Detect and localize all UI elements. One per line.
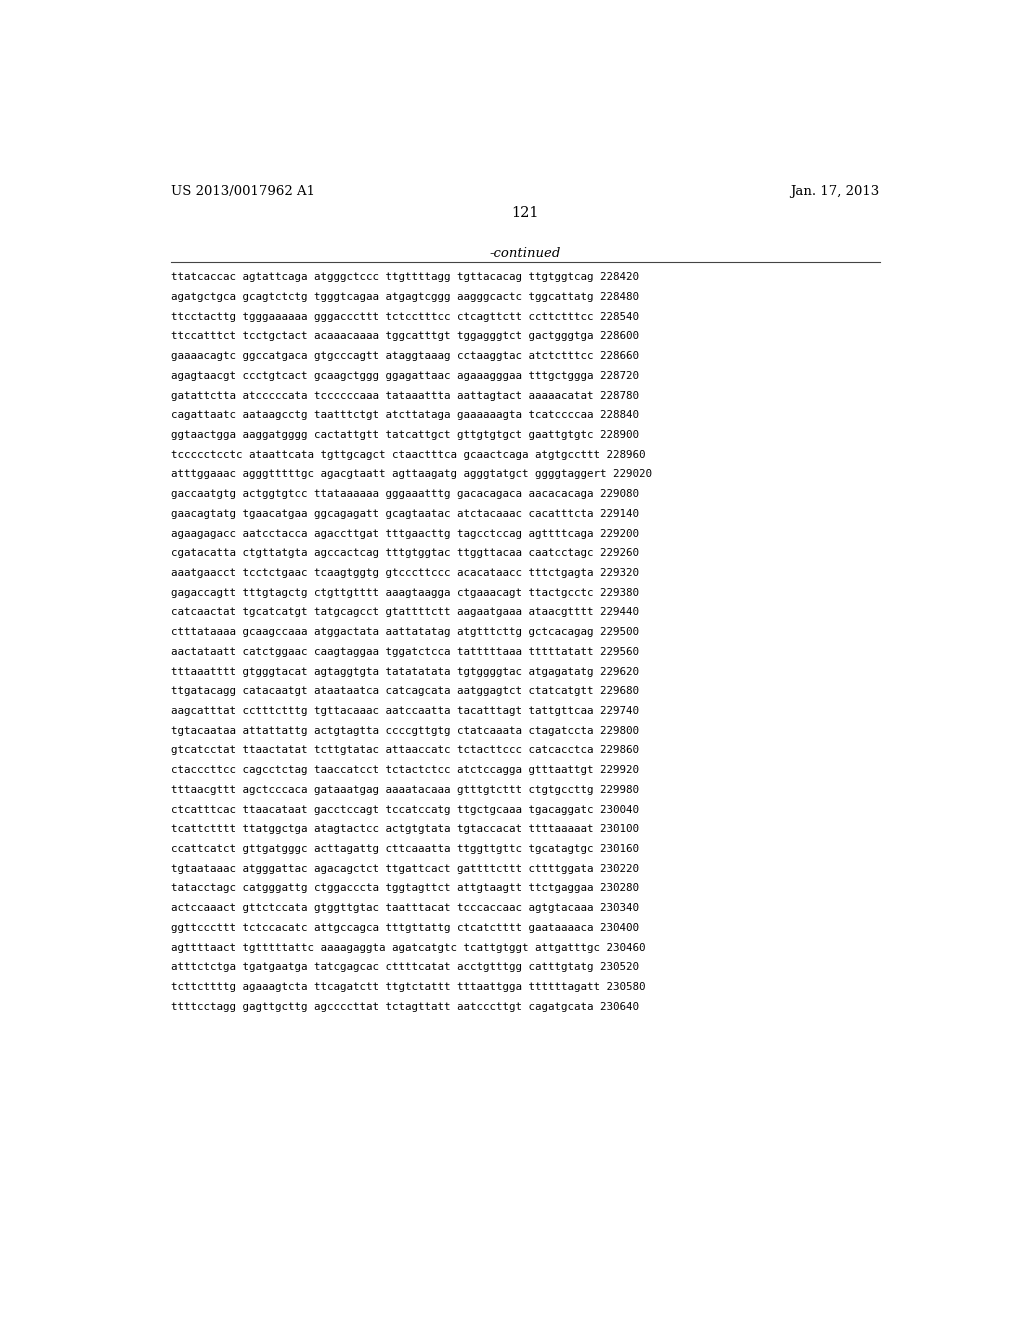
Text: tcttcttttg agaaagtcta ttcagatctt ttgtctattt tttaattgga ttttttagatt 230580: tcttcttttg agaaagtcta ttcagatctt ttgtcta… (171, 982, 645, 993)
Text: ttccatttct tcctgctact acaaacaaaa tggcatttgt tggagggtct gactgggtga 228600: ttccatttct tcctgctact acaaacaaaa tggcatt… (171, 331, 639, 342)
Text: tccccctcctc ataattcata tgttgcagct ctaactttca gcaactcaga atgtgccttt 228960: tccccctcctc ataattcata tgttgcagct ctaact… (171, 450, 645, 459)
Text: cgatacatta ctgttatgta agccactcag tttgtggtac ttggttacaa caatcctagc 229260: cgatacatta ctgttatgta agccactcag tttgtgg… (171, 548, 639, 558)
Text: tgtacaataa attattattg actgtagtta ccccgttgtg ctatcaaata ctagatccta 229800: tgtacaataa attattattg actgtagtta ccccgtt… (171, 726, 639, 735)
Text: agagtaacgt ccctgtcact gcaagctggg ggagattaac agaaagggaa tttgctggga 228720: agagtaacgt ccctgtcact gcaagctggg ggagatt… (171, 371, 639, 381)
Text: ggttcccttt tctccacatc attgccagca tttgttattg ctcatctttt gaataaaaca 230400: ggttcccttt tctccacatc attgccagca tttgtta… (171, 923, 639, 933)
Text: -continued: -continued (489, 247, 560, 260)
Text: tgtaataaac atgggattac agacagctct ttgattcact gattttcttt cttttggata 230220: tgtaataaac atgggattac agacagctct ttgattc… (171, 863, 639, 874)
Text: agttttaact tgtttttattc aaaagaggta agatcatgtc tcattgtggt attgatttgc 230460: agttttaact tgtttttattc aaaagaggta agatca… (171, 942, 645, 953)
Text: agatgctgca gcagtctctg tgggtcagaa atgagtcggg aagggcactc tggcattatg 228480: agatgctgca gcagtctctg tgggtcagaa atgagtc… (171, 292, 639, 302)
Text: aaatgaacct tcctctgaac tcaagtggtg gtcccttccc acacataacc tttctgagta 229320: aaatgaacct tcctctgaac tcaagtggtg gtccctt… (171, 568, 639, 578)
Text: atttctctga tgatgaatga tatcgagcac cttttcatat acctgtttgg catttgtatg 230520: atttctctga tgatgaatga tatcgagcac cttttca… (171, 962, 639, 973)
Text: ttgatacagg catacaatgt ataataatca catcagcata aatggagtct ctatcatgtt 229680: ttgatacagg catacaatgt ataataatca catcagc… (171, 686, 639, 697)
Text: tcattctttt ttatggctga atagtactcc actgtgtata tgtaccacat ttttaaaaat 230100: tcattctttt ttatggctga atagtactcc actgtgt… (171, 824, 639, 834)
Text: catcaactat tgcatcatgt tatgcagcct gtattttctt aagaatgaaa ataacgtttt 229440: catcaactat tgcatcatgt tatgcagcct gtatttt… (171, 607, 639, 618)
Text: agaagagacc aatcctacca agaccttgat tttgaacttg tagcctccag agttttcaga 229200: agaagagacc aatcctacca agaccttgat tttgaac… (171, 528, 639, 539)
Text: gatattctta atcccccata tccccccaaa tataaattta aattagtact aaaaacatat 228780: gatattctta atcccccata tccccccaaa tataaat… (171, 391, 639, 401)
Text: tttaaatttt gtgggtacat agtaggtgta tatatatata tgtggggtac atgagatatg 229620: tttaaatttt gtgggtacat agtaggtgta tatatat… (171, 667, 639, 677)
Text: ggtaactgga aaggatgggg cactattgtt tatcattgct gttgtgtgct gaattgtgtc 228900: ggtaactgga aaggatgggg cactattgtt tatcatt… (171, 430, 639, 440)
Text: atttggaaac agggtttttgc agacgtaatt agttaagatg agggtatgct ggggtaggert 229020: atttggaaac agggtttttgc agacgtaatt agttaa… (171, 470, 651, 479)
Text: gaacagtatg tgaacatgaa ggcagagatt gcagtaatac atctacaaac cacatttcta 229140: gaacagtatg tgaacatgaa ggcagagatt gcagtaa… (171, 510, 639, 519)
Text: actccaaact gttctccata gtggttgtac taatttacat tcccaccaac agtgtacaaa 230340: actccaaact gttctccata gtggttgtac taattta… (171, 903, 639, 913)
Text: aactataatt catctggaac caagtaggaa tggatctcca tatttttaaa tttttatatt 229560: aactataatt catctggaac caagtaggaa tggatct… (171, 647, 639, 657)
Text: gaccaatgtg actggtgtcc ttataaaaaa gggaaatttg gacacagaca aacacacaga 229080: gaccaatgtg actggtgtcc ttataaaaaa gggaaat… (171, 490, 639, 499)
Text: US 2013/0017962 A1: US 2013/0017962 A1 (171, 185, 314, 198)
Text: gtcatcctat ttaactatat tcttgtatac attaaccatc tctacttccc catcacctca 229860: gtcatcctat ttaactatat tcttgtatac attaacc… (171, 746, 639, 755)
Text: aagcatttat cctttctttg tgttacaaac aatccaatta tacatttagt tattgttcaa 229740: aagcatttat cctttctttg tgttacaaac aatccaa… (171, 706, 639, 715)
Text: 121: 121 (511, 206, 539, 220)
Text: ttatcaccac agtattcaga atgggctccc ttgttttagg tgttacacag ttgtggtcag 228420: ttatcaccac agtattcaga atgggctccc ttgtttt… (171, 272, 639, 282)
Text: ccattcatct gttgatgggc acttagattg cttcaaatta ttggttgttc tgcatagtgc 230160: ccattcatct gttgatgggc acttagattg cttcaaa… (171, 843, 639, 854)
Text: Jan. 17, 2013: Jan. 17, 2013 (791, 185, 880, 198)
Text: ctacccttcc cagcctctag taaccatcct tctactctcc atctccagga gtttaattgt 229920: ctacccttcc cagcctctag taaccatcct tctactc… (171, 766, 639, 775)
Text: tttaacgttt agctcccaca gataaatgag aaaatacaaa gtttgtcttt ctgtgccttg 229980: tttaacgttt agctcccaca gataaatgag aaaatac… (171, 785, 639, 795)
Text: ctcatttcac ttaacataat gacctccagt tccatccatg ttgctgcaaa tgacaggatc 230040: ctcatttcac ttaacataat gacctccagt tccatcc… (171, 805, 639, 814)
Text: gagaccagtt tttgtagctg ctgttgtttt aaagtaagga ctgaaacagt ttactgcctc 229380: gagaccagtt tttgtagctg ctgttgtttt aaagtaa… (171, 587, 639, 598)
Text: cagattaatc aataagcctg taatttctgt atcttataga gaaaaaagta tcatccccaa 228840: cagattaatc aataagcctg taatttctgt atcttat… (171, 411, 639, 420)
Text: ctttataaaa gcaagccaaa atggactata aattatatag atgtttcttg gctcacagag 229500: ctttataaaa gcaagccaaa atggactata aattata… (171, 627, 639, 638)
Text: ttcctacttg tgggaaaaaa gggacccttt tctcctttcc ctcagttctt ccttctttcc 228540: ttcctacttg tgggaaaaaa gggacccttt tctcctt… (171, 312, 639, 322)
Text: ttttcctagg gagttgcttg agccccttat tctagttatt aatcccttgt cagatgcata 230640: ttttcctagg gagttgcttg agccccttat tctagtt… (171, 1002, 639, 1011)
Text: tatacctagc catgggattg ctggacccta tggtagttct attgtaagtt ttctgaggaa 230280: tatacctagc catgggattg ctggacccta tggtagt… (171, 883, 639, 894)
Text: gaaaacagtc ggccatgaca gtgcccagtt ataggtaaag cctaaggtac atctctttcc 228660: gaaaacagtc ggccatgaca gtgcccagtt ataggta… (171, 351, 639, 362)
